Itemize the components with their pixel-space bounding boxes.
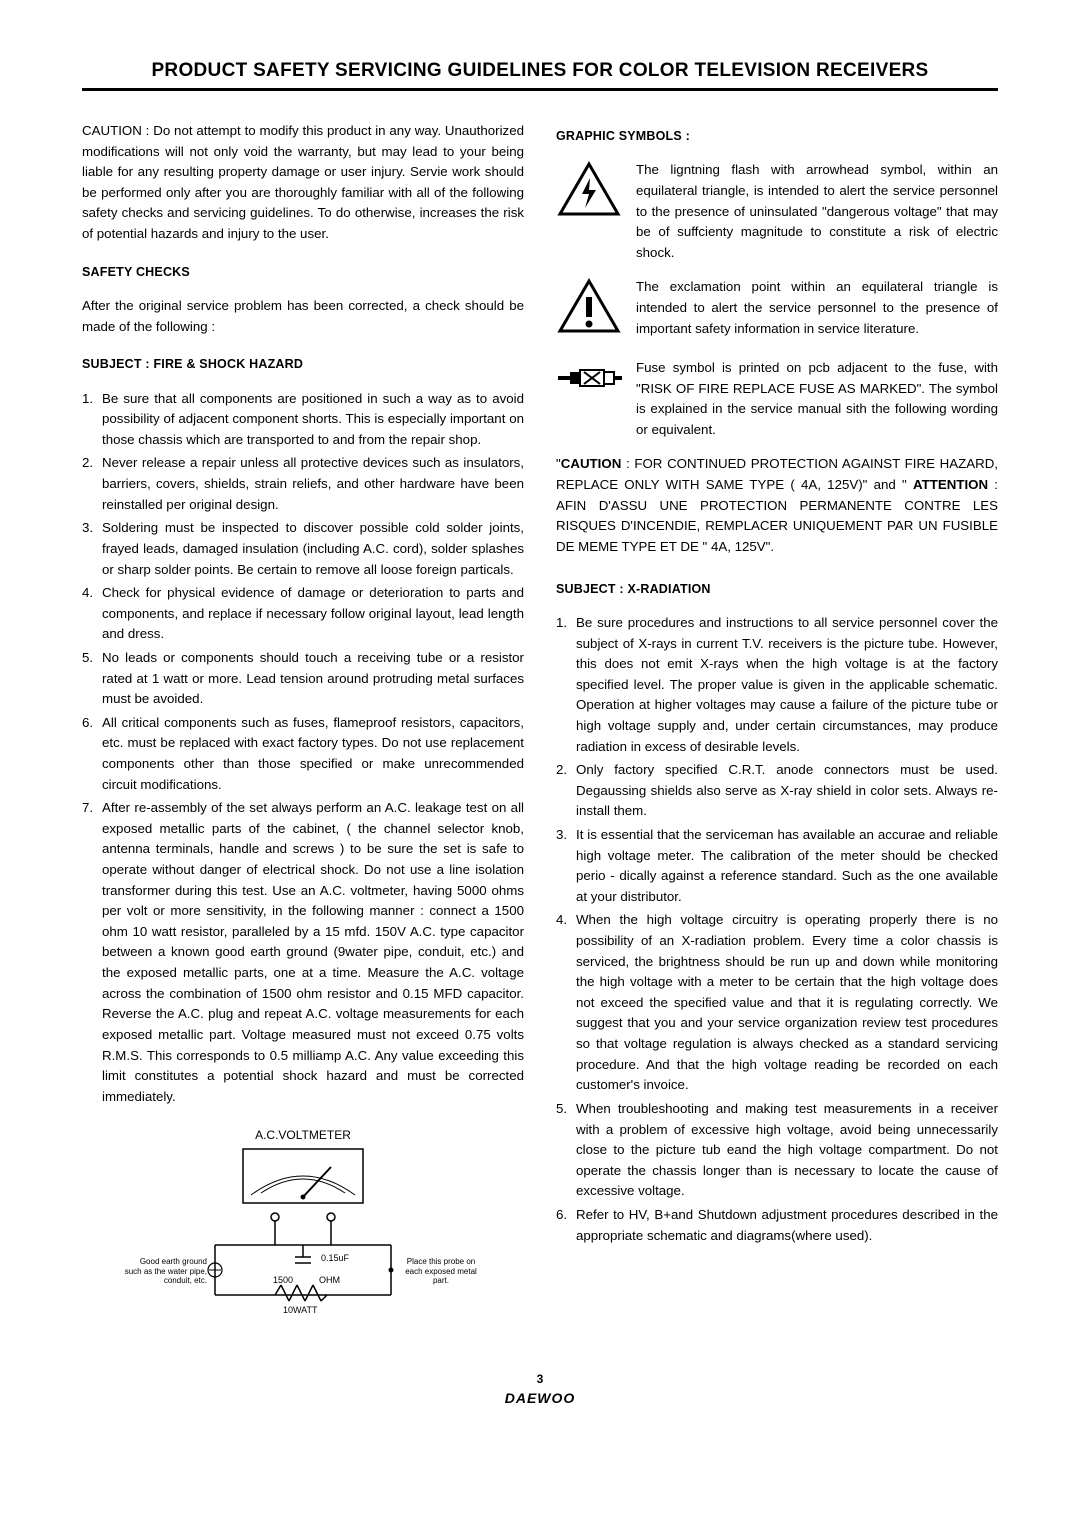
fire-shock-heading: SUBJECT : FIRE & SHOCK HAZARD: [82, 355, 524, 374]
list-item: After re-assembly of the set always perf…: [82, 798, 524, 1107]
caution-bold: CAUTION: [561, 456, 622, 471]
list-item: Be sure procedures and instructions to a…: [556, 613, 998, 757]
list-item: All critical components such as fuses, f…: [82, 713, 524, 795]
list-item: Soldering must be inspected to discover …: [82, 518, 524, 580]
voltmeter-label: A.C.VOLTMETER: [255, 1128, 351, 1142]
lightning-triangle-icon: [556, 160, 622, 227]
fuse-icon: [556, 358, 622, 405]
symbol-lightning-text: The ligntning flash with arrowhead symbo…: [636, 160, 998, 263]
res-1500: 1500: [273, 1275, 293, 1285]
title-bar: PRODUCT SAFETY SERVICING GUIDELINES FOR …: [82, 60, 998, 91]
list-item: No leads or components should touch a re…: [82, 648, 524, 710]
list-item: It is essential that the serviceman has …: [556, 825, 998, 907]
symbol-fuse-text: Fuse symbol is printed on pcb adjacent t…: [636, 358, 998, 440]
page-title: PRODUCT SAFETY SERVICING GUIDELINES FOR …: [82, 60, 998, 82]
list-item: Only factory specified C.R.T. anode conn…: [556, 760, 998, 822]
list-item: Refer to HV, B+and Shutdown adjustment p…: [556, 1205, 998, 1246]
left-column: CAUTION : Do not attempt to modify this …: [82, 121, 524, 1332]
res-10w: 10WATT: [283, 1305, 318, 1315]
safety-checks-para: After the original service problem has b…: [82, 296, 524, 337]
voltmeter-diagram: A.C.VOLTMETER 0.15uF: [82, 1125, 524, 1332]
xradiation-list: Be sure procedures and instructions to a…: [556, 613, 998, 1246]
symbol-lightning-row: The ligntning flash with arrowhead symbo…: [556, 160, 998, 263]
symbol-exclaim-text: The exclamation point within an equilate…: [636, 277, 998, 339]
body-columns: CAUTION : Do not attempt to modify this …: [82, 121, 998, 1332]
exclamation-triangle-icon: [556, 277, 622, 344]
page-number: 3: [82, 1372, 998, 1386]
cap-label: 0.15uF: [321, 1253, 350, 1263]
res-ohm: OHM: [319, 1275, 340, 1285]
intro-paragraph: CAUTION : Do not attempt to modify this …: [82, 121, 524, 245]
right-column: GRAPHIC SYMBOLS : The ligntning flash wi…: [556, 121, 998, 1332]
caution-attention-block: "CAUTION : FOR CONTINUED PROTECTION AGAI…: [556, 454, 998, 557]
safety-checks-heading: SAFETY CHECKS: [82, 263, 524, 282]
list-item: When troubleshooting and making test mea…: [556, 1099, 998, 1202]
symbol-fuse-row: Fuse symbol is printed on pcb adjacent t…: [556, 358, 998, 440]
brand-logo: DAEWOO: [82, 1390, 998, 1406]
page-footer: 3 DAEWOO: [82, 1372, 998, 1406]
xradiation-heading: SUBJECT : X-RADIATION: [556, 580, 998, 599]
list-item: Never release a repair unless all protec…: [82, 453, 524, 515]
list-item: Check for physical evidence of damage or…: [82, 583, 524, 645]
list-item: Be sure that all components are position…: [82, 389, 524, 451]
list-item: When the high voltage circuitry is opera…: [556, 910, 998, 1095]
probe-note: Place this probe on each exposed metal p…: [399, 1257, 483, 1286]
fire-shock-list: Be sure that all components are position…: [82, 389, 524, 1108]
graphic-symbols-heading: GRAPHIC SYMBOLS :: [556, 127, 998, 146]
attention-bold: ATTENTION: [913, 477, 988, 492]
ground-note: Good earth ground such as the water pipe…: [123, 1257, 207, 1286]
symbol-exclaim-row: The exclamation point within an equilate…: [556, 277, 998, 344]
